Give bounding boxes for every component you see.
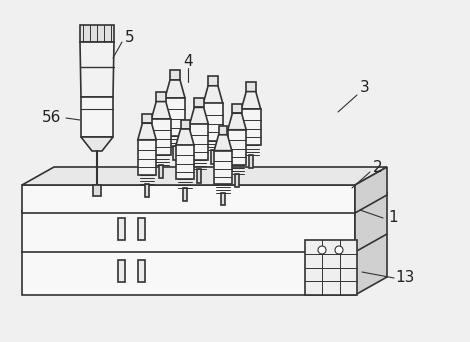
Polygon shape bbox=[208, 76, 218, 86]
Polygon shape bbox=[355, 192, 387, 295]
Text: 2: 2 bbox=[373, 160, 383, 175]
Polygon shape bbox=[183, 188, 187, 201]
Polygon shape bbox=[355, 167, 387, 213]
Polygon shape bbox=[22, 192, 387, 210]
Polygon shape bbox=[165, 98, 185, 136]
Polygon shape bbox=[235, 174, 239, 187]
Polygon shape bbox=[156, 92, 166, 102]
Bar bbox=[118, 260, 125, 282]
Polygon shape bbox=[145, 184, 149, 197]
Polygon shape bbox=[214, 135, 232, 150]
Bar bbox=[118, 218, 125, 240]
Polygon shape bbox=[22, 185, 355, 213]
Polygon shape bbox=[242, 109, 260, 145]
Polygon shape bbox=[170, 70, 180, 80]
Text: 1: 1 bbox=[388, 210, 398, 225]
Polygon shape bbox=[203, 86, 223, 103]
Polygon shape bbox=[246, 82, 256, 92]
Polygon shape bbox=[176, 145, 194, 180]
Polygon shape bbox=[176, 129, 194, 145]
Polygon shape bbox=[196, 169, 201, 183]
Bar bbox=[305, 240, 357, 295]
Polygon shape bbox=[228, 130, 246, 165]
Polygon shape bbox=[138, 123, 156, 140]
Polygon shape bbox=[242, 92, 260, 109]
Circle shape bbox=[318, 246, 326, 254]
Polygon shape bbox=[228, 113, 246, 130]
Polygon shape bbox=[189, 124, 208, 160]
Polygon shape bbox=[80, 25, 114, 42]
Polygon shape bbox=[22, 167, 387, 185]
Bar bbox=[138, 218, 145, 240]
Polygon shape bbox=[211, 150, 215, 164]
Polygon shape bbox=[203, 103, 223, 141]
Polygon shape bbox=[189, 107, 208, 124]
Polygon shape bbox=[81, 137, 113, 151]
Polygon shape bbox=[232, 104, 242, 113]
Polygon shape bbox=[151, 119, 171, 155]
Text: 13: 13 bbox=[395, 271, 415, 286]
Polygon shape bbox=[81, 97, 113, 137]
Bar bbox=[93, 185, 101, 196]
Text: 4: 4 bbox=[183, 54, 193, 69]
Text: 56: 56 bbox=[42, 110, 62, 126]
Polygon shape bbox=[142, 114, 152, 123]
Polygon shape bbox=[172, 146, 178, 160]
Bar bbox=[138, 260, 145, 282]
Polygon shape bbox=[219, 126, 227, 135]
Polygon shape bbox=[194, 98, 204, 107]
Text: 5: 5 bbox=[125, 30, 135, 45]
Polygon shape bbox=[221, 193, 225, 205]
Text: 3: 3 bbox=[360, 80, 370, 95]
Polygon shape bbox=[165, 80, 185, 98]
Polygon shape bbox=[151, 102, 171, 119]
Polygon shape bbox=[158, 165, 164, 179]
Polygon shape bbox=[138, 140, 156, 175]
Polygon shape bbox=[180, 120, 189, 129]
Polygon shape bbox=[249, 155, 253, 168]
Polygon shape bbox=[214, 150, 232, 184]
Polygon shape bbox=[22, 210, 355, 295]
Polygon shape bbox=[80, 42, 114, 97]
Circle shape bbox=[335, 246, 343, 254]
